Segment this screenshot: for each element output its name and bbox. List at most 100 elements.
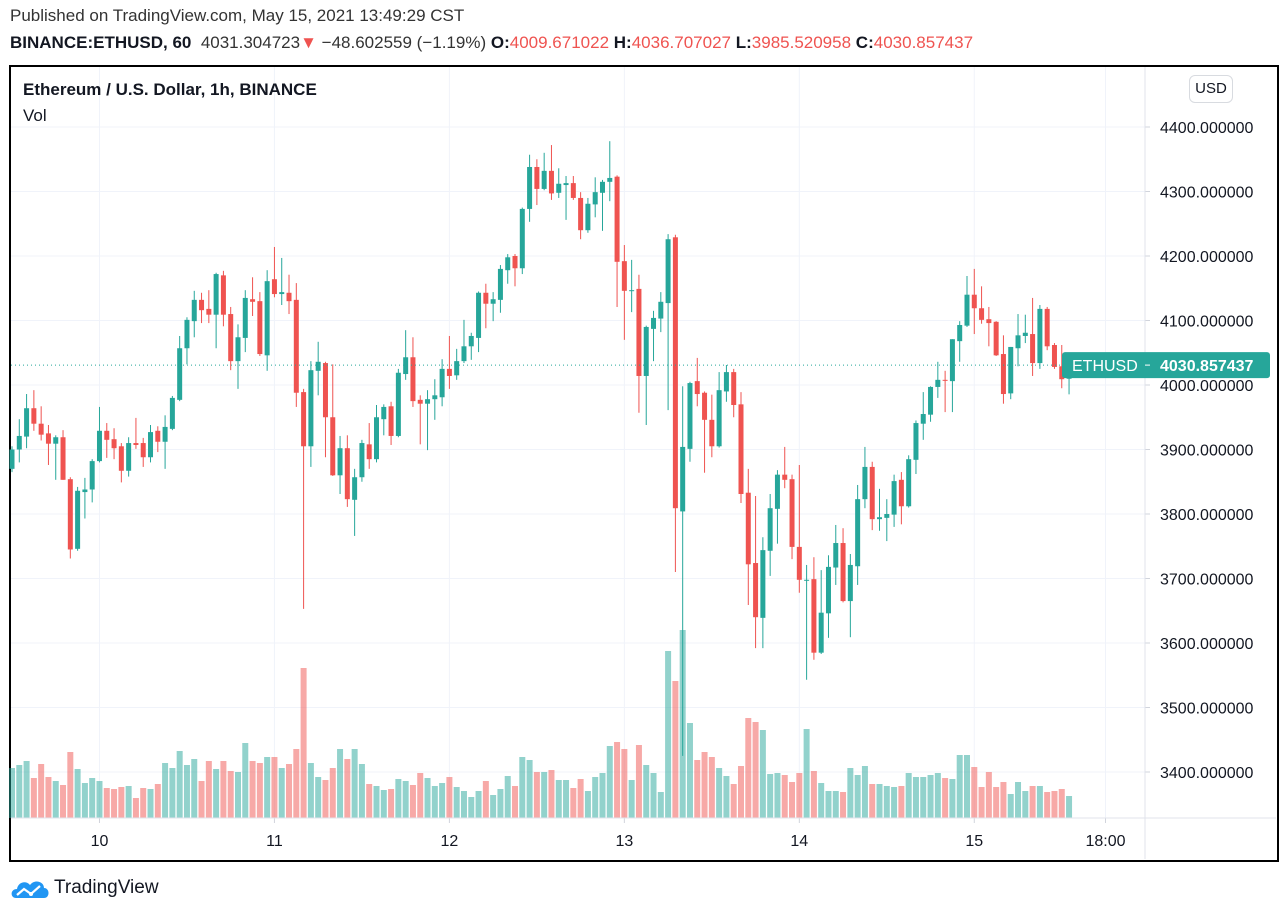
candle xyxy=(519,207,525,275)
volume-bar xyxy=(74,769,81,818)
candle xyxy=(920,392,926,440)
volume-bar xyxy=(985,772,992,818)
candle-body xyxy=(789,479,795,547)
volume-bar xyxy=(81,783,88,818)
candle-body xyxy=(935,379,941,387)
candle-body xyxy=(869,466,875,520)
candle xyxy=(825,555,831,638)
volume-bar xyxy=(592,777,599,818)
candle xyxy=(279,257,285,306)
volume-bar xyxy=(220,761,227,818)
candle xyxy=(206,290,212,324)
currency-button[interactable]: USD xyxy=(1189,75,1233,103)
volume-bar xyxy=(570,788,577,818)
candle-body xyxy=(672,237,678,509)
candle-body xyxy=(986,319,992,324)
candle xyxy=(767,494,773,576)
volume-bar xyxy=(264,757,271,818)
y-tick-label: 3400.000000 xyxy=(1160,765,1254,782)
volume-bar xyxy=(512,786,519,818)
candle xyxy=(82,477,88,519)
volume-bar xyxy=(876,784,883,818)
volume-bar xyxy=(723,776,730,818)
volume-bar xyxy=(395,779,402,818)
volume-bar xyxy=(1015,782,1022,818)
candle xyxy=(869,461,875,531)
candle xyxy=(898,472,904,525)
candle xyxy=(636,274,642,413)
volume-bar xyxy=(949,779,956,818)
candle xyxy=(220,270,226,327)
candle-body xyxy=(330,417,336,476)
volume-bar xyxy=(927,775,934,818)
volume-bar xyxy=(614,742,621,818)
candle xyxy=(979,286,985,324)
candle-body xyxy=(96,430,102,462)
volume-bar xyxy=(322,780,329,818)
candle xyxy=(578,192,584,240)
candle xyxy=(949,339,955,413)
candle xyxy=(250,277,256,316)
volume-bar xyxy=(176,751,183,818)
candle xyxy=(1051,343,1057,369)
volume-bar xyxy=(16,765,23,818)
y-tick-label: 3900.000000 xyxy=(1160,443,1254,460)
last-price-symbol: ETHUSD xyxy=(1072,358,1138,375)
volume-bar xyxy=(898,786,905,818)
volume-bar xyxy=(468,797,475,818)
candle xyxy=(293,283,299,407)
volume-bar xyxy=(701,752,708,818)
volume-bar xyxy=(752,722,759,818)
candle xyxy=(1030,297,1036,376)
candle xyxy=(410,337,416,407)
volume-bar xyxy=(402,781,409,818)
volume-bar xyxy=(694,760,701,818)
candle xyxy=(585,197,591,233)
candle xyxy=(140,437,146,467)
volume-bar xyxy=(373,786,380,818)
volume-bar xyxy=(759,730,766,818)
volume-bar xyxy=(329,768,336,818)
volume-bar xyxy=(490,795,497,818)
candle xyxy=(855,484,861,585)
volume-bar xyxy=(271,757,278,818)
candle xyxy=(133,417,139,449)
volume-bar xyxy=(883,786,890,818)
candle xyxy=(1059,345,1065,389)
candle-body xyxy=(942,379,948,381)
candle-body xyxy=(242,297,248,338)
candle xyxy=(155,426,161,453)
volume-bar xyxy=(599,773,606,818)
candle xyxy=(986,306,992,347)
candle xyxy=(75,486,81,551)
volume-bar xyxy=(738,766,744,818)
candle xyxy=(1015,314,1021,367)
volume-bar xyxy=(205,761,212,818)
candle xyxy=(964,275,970,327)
volume-bar xyxy=(424,778,431,818)
candle-body xyxy=(395,372,401,436)
volume-legend: Vol xyxy=(23,106,47,125)
volume-bar xyxy=(1044,792,1051,818)
candle xyxy=(884,499,890,542)
candle-body xyxy=(855,499,861,567)
candle-body xyxy=(374,417,379,460)
candle xyxy=(672,234,678,573)
volume-bar xyxy=(132,798,139,818)
candle xyxy=(454,348,460,380)
candle xyxy=(439,359,445,407)
candle xyxy=(716,372,722,448)
candle-body xyxy=(432,395,438,400)
candle-body xyxy=(527,166,533,209)
volume-bar xyxy=(125,786,132,818)
candle-body xyxy=(906,459,912,507)
candle-body xyxy=(1022,332,1028,336)
candle xyxy=(505,254,511,284)
y-tick-label: 3500.000000 xyxy=(1160,701,1254,718)
volume-bar xyxy=(1051,791,1058,818)
volume-bar xyxy=(548,770,555,818)
candle-body xyxy=(563,183,569,186)
candle xyxy=(942,370,948,413)
volume-bar xyxy=(315,777,322,818)
